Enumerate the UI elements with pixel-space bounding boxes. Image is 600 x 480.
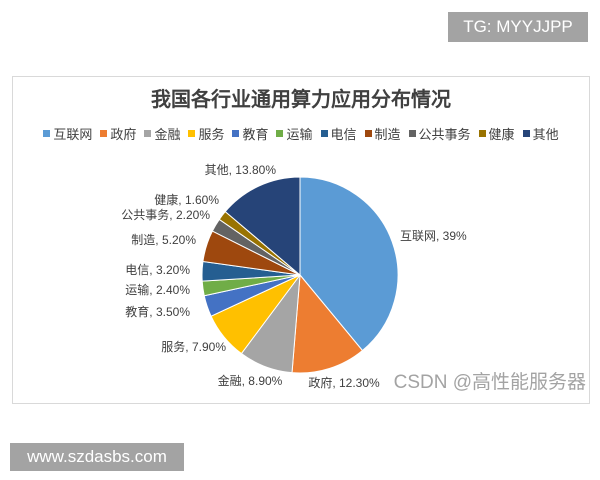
- legend-item-transport: 运输: [276, 124, 313, 143]
- legend-marker-transport: [276, 129, 284, 137]
- legend-marker-finance: [144, 129, 152, 137]
- legend-item-telecom: 电信: [320, 124, 357, 143]
- site-watermark: www.szdasbs.com: [10, 443, 184, 471]
- data-label-internet: 互联网, 39%: [400, 229, 467, 243]
- legend-item-finance: 金融: [144, 124, 180, 143]
- legend-marker-manufacturing: [364, 129, 372, 137]
- legend-item-manufacturing: 制造: [364, 124, 401, 143]
- tg-watermark: TG: MYYJJPP: [448, 12, 588, 42]
- data-label-public-affairs: 公共事务, 2.20%: [121, 207, 210, 222]
- pie-slice-government: [291, 273, 364, 374]
- data-label-health: 健康, 1.60%: [154, 192, 219, 207]
- csdn-watermark: CSDN @高性能服务器: [393, 372, 586, 393]
- data-label-other: 其他, 13.80%: [205, 163, 277, 177]
- legend-label-health: 健康: [488, 126, 515, 142]
- legend-label-manufacturing: 制造: [374, 126, 401, 142]
- legend-item-public-affairs: 公共事务: [408, 124, 471, 143]
- legend-label-transport: 运输: [286, 126, 313, 142]
- legend-item-government: 政府: [100, 124, 136, 143]
- legend-label-public-affairs: 公共事务: [418, 126, 471, 142]
- chart-title: 我国各行业通用算力应用分布情况: [151, 87, 451, 111]
- pie-slice-internet: [299, 176, 399, 352]
- pie-slice-other: [224, 176, 301, 277]
- legend-marker-services: [188, 129, 196, 137]
- legend-marker-other: [522, 129, 530, 137]
- legend-label-internet: 互联网: [53, 126, 93, 142]
- legend-marker-government: [100, 129, 108, 137]
- legend-marker-internet: [43, 129, 51, 137]
- legend-marker-telecom: [320, 129, 328, 137]
- legend-marker-education: [232, 129, 240, 137]
- data-label-education: 教育, 3.50%: [125, 304, 190, 319]
- legend-label-government: 政府: [110, 126, 137, 142]
- legend-item-other: 其他: [522, 124, 559, 143]
- legend-label-education: 教育: [242, 126, 269, 142]
- chart-legend: 互联网 政府 金融 服务 教育 运输 电信 制造 公共事务 健康 其他: [12, 124, 590, 142]
- legend-marker-health: [478, 129, 486, 137]
- legend-label-finance: 金融: [154, 126, 181, 142]
- legend-label-telecom: 电信: [330, 126, 357, 142]
- data-label-services: 服务, 7.90%: [161, 339, 226, 354]
- legend-item-internet: 互联网: [43, 124, 92, 143]
- legend-label-services: 服务: [198, 126, 225, 142]
- data-label-transport: 运输, 2.40%: [125, 282, 190, 297]
- data-label-government: 政府, 12.30%: [308, 375, 380, 390]
- legend-item-health: 健康: [478, 124, 515, 143]
- legend-item-education: 教育: [232, 124, 268, 143]
- data-label-manufacturing: 制造, 5.20%: [131, 233, 196, 247]
- legend-marker-public-affairs: [408, 129, 416, 137]
- legend-label-other: 其他: [532, 126, 559, 142]
- data-label-telecom: 电信, 3.20%: [125, 263, 190, 277]
- data-label-finance: 金融, 8.90%: [218, 373, 283, 388]
- legend-item-services: 服务: [188, 124, 224, 143]
